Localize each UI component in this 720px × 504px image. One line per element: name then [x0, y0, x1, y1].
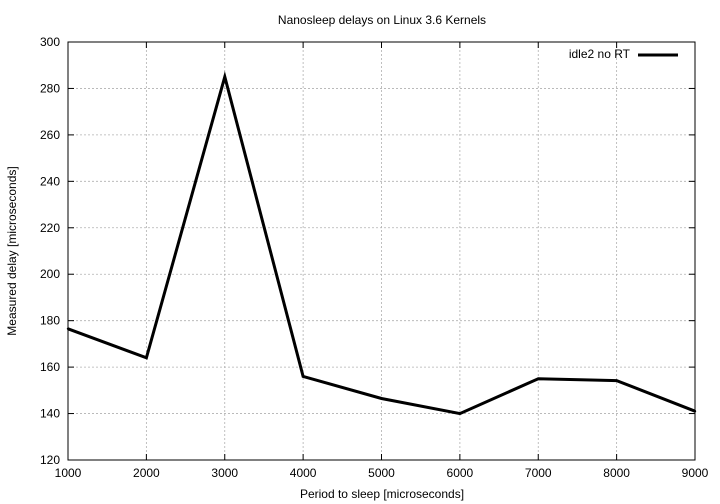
x-tick-label: 4000	[290, 466, 317, 480]
axis-ticks: 120 140 160 180 200 220 240 260 280 300 1000 2000 30…	[40, 35, 709, 480]
y-tick-label: 180	[40, 314, 60, 328]
data-point	[615, 379, 618, 382]
data-point	[693, 410, 697, 413]
y-tick-label: 220	[40, 221, 60, 235]
y-tick-label: 240	[40, 174, 60, 188]
x-tick-label: 9000	[682, 466, 709, 480]
gridlines	[68, 42, 695, 460]
legend: idle2 no RT	[569, 47, 678, 61]
x-tick-label: 2000	[133, 466, 160, 480]
legend-label: idle2 no RT	[569, 47, 631, 61]
data-point	[223, 75, 226, 79]
y-tick-label: 200	[40, 267, 60, 281]
x-tick-label: 5000	[368, 466, 395, 480]
chart-title: Nanosleep delays on Linux 3.6 Kernels	[278, 13, 486, 27]
data-point	[66, 327, 70, 330]
x-tick-label: 7000	[525, 466, 552, 480]
y-tick-label: 160	[40, 360, 60, 374]
y-tick-label: 140	[40, 407, 60, 421]
y-axis-label: Measured delay [microseconds]	[5, 166, 19, 335]
series-layer	[66, 71, 697, 416]
x-tick-label: 6000	[447, 466, 474, 480]
x-tick-label: 3000	[211, 466, 238, 480]
x-tick-label: 1000	[55, 466, 82, 480]
y-tick-label: 280	[40, 81, 60, 95]
data-point	[380, 397, 383, 400]
y-tick-label: 300	[40, 35, 60, 49]
y-tick-label: 120	[40, 453, 60, 467]
data-point	[458, 412, 462, 415]
data-point	[537, 377, 540, 380]
x-tick-label: 8000	[603, 466, 630, 480]
data-point	[145, 356, 148, 360]
y-tick-label: 260	[40, 128, 60, 142]
x-axis-label: Period to sleep [microseconds]	[300, 487, 464, 501]
data-point	[301, 375, 305, 378]
